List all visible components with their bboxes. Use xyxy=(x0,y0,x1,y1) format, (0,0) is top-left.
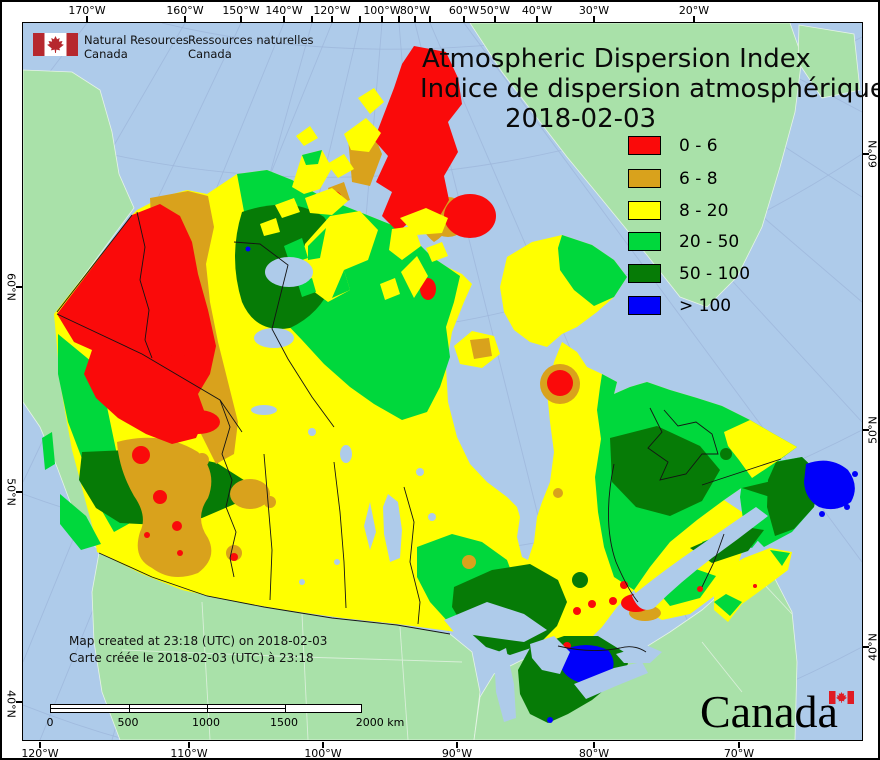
lon-label: 90°W xyxy=(441,747,473,760)
lat-label: 60°N xyxy=(4,273,18,301)
created-note-fr: Carte créée le 2018-02-03 (UTC) à 23:18 xyxy=(69,651,314,665)
signature-en-line1: Natural Resources xyxy=(84,33,189,47)
lat-label: 60°N xyxy=(866,140,880,168)
tick xyxy=(863,429,869,431)
tick xyxy=(311,16,313,22)
tick xyxy=(359,16,361,22)
legend-swatch-6-8 xyxy=(628,169,661,188)
scale-bar-divider xyxy=(207,705,208,712)
scale-bar-midline xyxy=(51,708,285,709)
lon-label: 50°W xyxy=(479,4,511,17)
legend-swatch-over-100 xyxy=(628,296,661,315)
lon-label: 150°W xyxy=(222,4,260,17)
scale-bar xyxy=(50,704,362,713)
lat-label: 40°N xyxy=(4,690,18,718)
legend-swatch-8-20 xyxy=(628,201,661,220)
lon-label: 120°W xyxy=(313,4,351,17)
legend-swatch-50-100 xyxy=(628,264,661,283)
tick xyxy=(331,16,333,22)
lon-label: 100°W xyxy=(363,4,401,17)
tick xyxy=(593,16,595,22)
lat-label: 50°N xyxy=(866,416,880,444)
legend-label: 6 - 8 xyxy=(679,169,718,189)
tick xyxy=(381,16,383,22)
scale-label: 2000 km xyxy=(355,716,405,729)
lakes xyxy=(251,257,768,722)
labrador-coast-yellow xyxy=(724,420,797,478)
signature-text-fr: Ressources naturelles Canada xyxy=(188,33,314,61)
lon-label: 120°W xyxy=(21,747,59,760)
arctic-islands xyxy=(260,88,627,368)
tick xyxy=(494,16,496,22)
tick xyxy=(398,16,400,22)
canada-flag-icon xyxy=(33,33,78,60)
tick xyxy=(16,491,22,493)
scale-label: 500 xyxy=(117,716,139,729)
lon-label: 170°W xyxy=(68,4,106,17)
legend-label: 8 - 20 xyxy=(679,201,729,221)
tick xyxy=(188,742,190,748)
tick xyxy=(414,16,416,22)
lon-label: 70°W xyxy=(723,747,755,760)
tick xyxy=(863,646,869,648)
map-canvas[interactable] xyxy=(22,22,863,741)
tick xyxy=(240,16,242,22)
tick xyxy=(16,286,22,288)
tick xyxy=(39,742,41,748)
scale-bar-divider xyxy=(129,705,130,712)
lon-label: 80°W xyxy=(578,747,610,760)
scale-label: 0 xyxy=(46,716,54,729)
adi-blue-regions xyxy=(245,246,858,723)
tick xyxy=(863,153,869,155)
tick xyxy=(322,742,324,748)
legend-label: 50 - 100 xyxy=(679,264,751,284)
tick xyxy=(456,742,458,748)
canada-flag-icon xyxy=(829,689,854,708)
legend-swatch-20-50 xyxy=(628,232,661,251)
legend-label: 20 - 50 xyxy=(679,232,740,252)
lon-label: 140°W xyxy=(265,4,303,17)
signature-fr-line2: Canada xyxy=(188,47,232,61)
tick xyxy=(429,16,431,22)
lon-label: 160°W xyxy=(166,4,204,17)
scale-label: 1000 xyxy=(192,716,220,729)
created-note-en: Map created at 23:18 (UTC) on 2018-02-03 xyxy=(69,634,328,648)
tick xyxy=(738,742,740,748)
tick xyxy=(463,16,465,22)
legend-label: 0 - 6 xyxy=(679,136,718,156)
adi-red-regions xyxy=(57,46,757,650)
signature-fr-line1: Ressources naturelles xyxy=(188,33,314,47)
canada-wordmark: Canada xyxy=(700,686,838,737)
tick xyxy=(16,701,22,703)
map-title-fr: Indice de dispersion atmosphérique xyxy=(420,74,880,104)
lon-label: 30°W xyxy=(578,4,610,17)
political-boundaries xyxy=(56,211,782,653)
tick xyxy=(184,16,186,22)
signature-text-en: Natural Resources Canada xyxy=(84,33,189,61)
lon-label: 20°W xyxy=(678,4,710,17)
us-state-lines xyxy=(121,581,793,740)
tick xyxy=(536,16,538,22)
map-title-date: 2018-02-03 xyxy=(505,104,657,134)
lon-label: 100°W xyxy=(304,747,342,760)
scale-bar-divider xyxy=(285,705,286,712)
map-title-en: Atmospheric Dispersion Index xyxy=(422,44,811,74)
legend-swatch-0-6 xyxy=(628,136,661,155)
tick xyxy=(86,16,88,22)
lat-label: 40°N xyxy=(866,633,880,661)
lon-label: 80°W xyxy=(399,4,431,17)
tick xyxy=(593,742,595,748)
signature-en-line2: Canada xyxy=(84,47,128,61)
scale-label: 1500 xyxy=(270,716,298,729)
canada-adi-map xyxy=(23,23,862,740)
lon-label: 40°W xyxy=(521,4,553,17)
lat-label: 50°N xyxy=(4,478,18,506)
tick xyxy=(283,16,285,22)
lon-label: 110°W xyxy=(170,747,208,760)
tick xyxy=(693,16,695,22)
legend-label: > 100 xyxy=(679,296,732,316)
lon-label: 60°W xyxy=(448,4,480,17)
